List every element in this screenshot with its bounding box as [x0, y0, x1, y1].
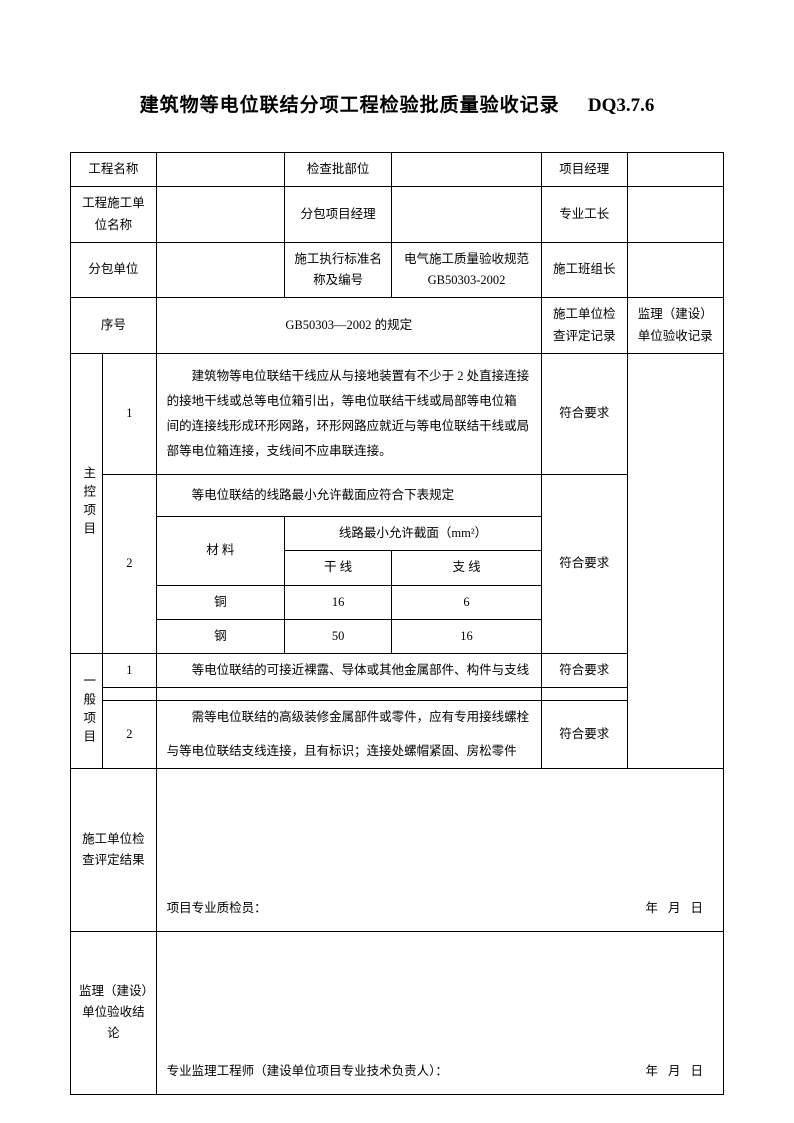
- sup-record-blank: [627, 353, 723, 768]
- title-row: 建筑物等电位联结分项工程检验批质量验收记录 DQ3.7.6: [70, 90, 724, 117]
- subtbl-r1-branch: 16: [392, 619, 542, 653]
- col-check: 施工单位检查评定记录: [541, 298, 627, 354]
- section-general-label: 一般项目: [71, 654, 103, 769]
- hdr-batch-loc-val: [392, 153, 542, 187]
- gen-1b-blank: [156, 688, 541, 701]
- hdr-pm-val: [627, 153, 723, 187]
- sig-constr-cell: 项目专业质检员： 年月日: [156, 768, 723, 931]
- hdr-sub-pm-label: 分包项目经理: [285, 187, 392, 243]
- gen-1b-num: [103, 688, 157, 701]
- hdr-std-label: 施工执行标准名称及编号: [285, 242, 392, 298]
- subtbl-r0-branch: 6: [392, 585, 542, 619]
- hdr-team-val: [627, 242, 723, 298]
- subtbl-mainline: 干 线: [285, 551, 392, 585]
- hdr-sub-unit-label: 分包单位: [71, 242, 157, 298]
- col-spec: GB50303—2002 的规定: [156, 298, 541, 354]
- hdr-team-label: 施工班组长: [541, 242, 627, 298]
- hdr-project-name-label: 工程名称: [71, 153, 157, 187]
- gen-1-check: 符合要求: [541, 654, 627, 688]
- subtbl-r0-mat: 铜: [156, 585, 284, 619]
- hdr-constr-unit-val: [156, 187, 284, 243]
- hdr-project-name-val: [156, 153, 284, 187]
- gen-2-text-top: 需等电位联结的高级装修金属部件或零件，应有专用接线螺栓: [156, 701, 541, 735]
- main-2-check: 符合要求: [541, 474, 627, 653]
- subtbl-material: 材 料: [156, 517, 284, 586]
- subtbl-spec-head: 线路最小允许截面（mm²）: [285, 517, 542, 551]
- main-1-check: 符合要求: [541, 353, 627, 474]
- main-1-text: 建筑物等电位联结干线应从与接地装置有不少于 2 处直接连接的接地干线或总等电位箱…: [156, 353, 541, 474]
- subtbl-branch: 支 线: [392, 551, 542, 585]
- hdr-std-val: 电气施工质量验收规范 GB50303-2002: [392, 242, 542, 298]
- sig-constr-date: 年月日: [645, 898, 713, 919]
- sig-sup-date: 年月日: [645, 1061, 713, 1082]
- hdr-constr-unit-label: 工程施工单位名称: [71, 187, 157, 243]
- hdr-foreman-label: 专业工长: [541, 187, 627, 243]
- subtbl-r1-mat: 钢: [156, 619, 284, 653]
- gen-2-text-bottom: 与等电位联结支线连接，且有标识；连接处螺帽紧固、房松零件: [156, 735, 541, 769]
- gen-2-num: 2: [103, 701, 157, 769]
- main-2-lead: 等电位联结的线路最小允许截面应符合下表规定: [156, 474, 541, 516]
- hdr-batch-loc-label: 检查批部位: [285, 153, 392, 187]
- hdr-sub-unit-val: [156, 242, 284, 298]
- hdr-sub-pm-val: [392, 187, 542, 243]
- subtbl-r0-main: 16: [285, 585, 392, 619]
- doc-title: 建筑物等电位联结分项工程检验批质量验收记录: [140, 95, 560, 116]
- col-seq: 序号: [71, 298, 157, 354]
- gen-2-check: 符合要求: [541, 701, 627, 769]
- section-main-label: 主控项目: [71, 353, 103, 653]
- sig-sup-label: 监理（建设）单位验收结论: [71, 931, 157, 1094]
- page: 建筑物等电位联结分项工程检验批质量验收记录 DQ3.7.6 工程名称 检查批部位…: [0, 0, 794, 1123]
- sig-sup-cell: 专业监理工程师（建设单位项目专业技术负责人）： 年月日: [156, 931, 723, 1094]
- sig-constr-label: 施工单位检查评定结果: [71, 768, 157, 931]
- main-2-num: 2: [103, 474, 157, 653]
- main-1-num: 1: [103, 353, 157, 474]
- col-sup: 监理（建设）单位验收记录: [627, 298, 723, 354]
- hdr-pm-label: 项目经理: [541, 153, 627, 187]
- gen-1-text: 等电位联结的可接近裸露、导体或其他金属部件、构件与支线: [156, 654, 541, 688]
- sig-constr-signer: 项目专业质检员：: [167, 898, 267, 919]
- gen-1-num: 1: [103, 654, 157, 688]
- inspection-table: 工程名称 检查批部位 项目经理 工程施工单位名称 分包项目经理 专业工长 分包单…: [70, 152, 724, 1095]
- sig-sup-signer: 专业监理工程师（建设单位项目专业技术负责人）：: [167, 1061, 448, 1082]
- hdr-foreman-val: [627, 187, 723, 243]
- doc-code: DQ3.7.6: [588, 95, 655, 116]
- gen-1b-check: [541, 688, 627, 701]
- subtbl-r1-main: 50: [285, 619, 392, 653]
